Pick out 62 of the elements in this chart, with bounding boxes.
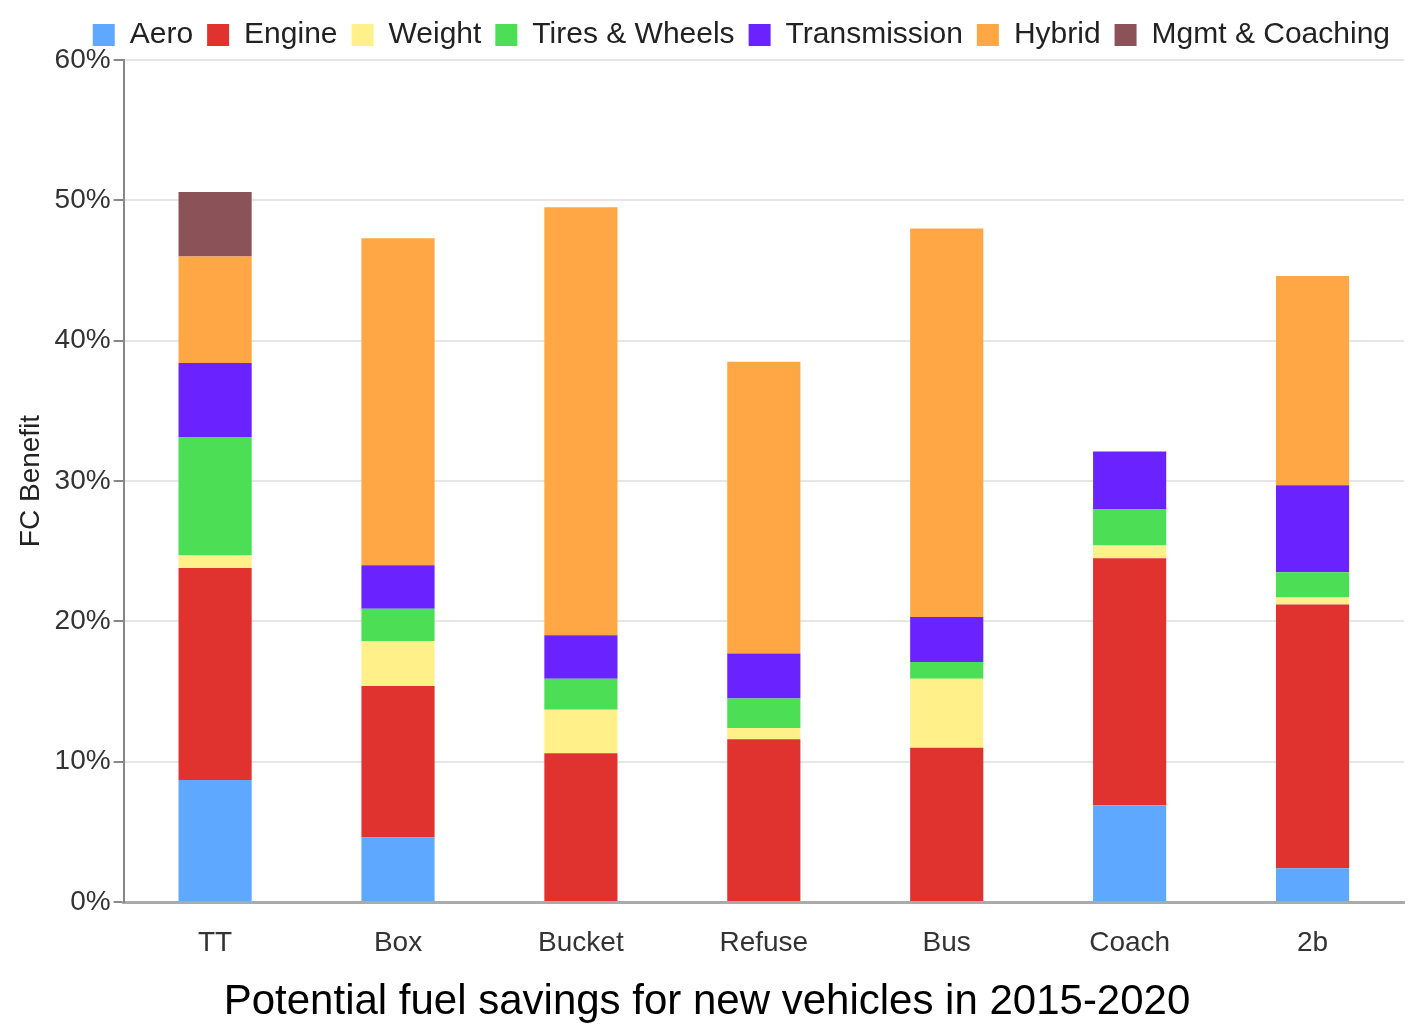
x-tick-label: 2b [1296, 925, 1329, 957]
bar [910, 747, 984, 901]
y-tick-label: 30% [54, 463, 111, 495]
y-tick-label: 10% [54, 744, 111, 776]
bar [910, 662, 984, 679]
bar [727, 361, 801, 654]
bar [361, 608, 435, 641]
y-tick-label: 20% [54, 604, 111, 636]
x-tick-label: TT [197, 925, 233, 957]
bar [910, 678, 984, 748]
bar [1093, 451, 1167, 510]
legend-label: Mgmt & Coaching [1151, 16, 1390, 50]
bar [1275, 868, 1350, 901]
bar [544, 207, 618, 636]
bar [1093, 509, 1167, 546]
y-axis-title: FC Benefit [13, 414, 45, 548]
legend-label: Weight [388, 16, 483, 50]
legend-label: Transmission [785, 16, 963, 50]
bar [544, 709, 618, 754]
bar [1275, 485, 1350, 573]
legend-label: Tires & Wheels [532, 16, 735, 50]
bar [178, 437, 252, 556]
bar [727, 727, 801, 740]
bar [361, 837, 435, 901]
bar [178, 363, 252, 438]
bar [178, 256, 252, 364]
x-tick-label: Bucket [538, 925, 624, 957]
x-tick-label: Refuse [719, 925, 809, 957]
bar [544, 753, 618, 901]
bar [178, 191, 252, 257]
legend-label: Hybrid [1013, 16, 1101, 50]
x-tick-label: Coach [1089, 925, 1171, 957]
y-tick-label: 50% [54, 183, 111, 215]
bar [1275, 276, 1350, 486]
x-tick-label: Bus [922, 925, 971, 957]
bar [361, 565, 435, 609]
bar [361, 640, 435, 686]
bar [727, 653, 801, 699]
y-tick-label: 60% [54, 42, 111, 74]
bar [1093, 545, 1167, 559]
bar [1275, 597, 1350, 605]
bar [178, 555, 252, 569]
bar [727, 739, 801, 901]
bar [910, 228, 984, 618]
bar [544, 678, 618, 710]
bar [1093, 805, 1167, 901]
bar [178, 779, 252, 901]
x-tick-label: Box [373, 925, 423, 957]
bar [178, 568, 252, 780]
bar [727, 698, 801, 728]
bar [361, 238, 435, 566]
bar [361, 685, 435, 838]
y-tick-label: 0% [70, 884, 111, 916]
y-tick-label: 40% [54, 323, 111, 355]
text: Potential fuel savings for new vehicles in 2015-2020 [223, 976, 1191, 1024]
bar [1275, 604, 1350, 869]
bar [910, 617, 984, 663]
legend-label: Engine [244, 16, 338, 50]
legend-label: Aero [129, 16, 194, 50]
bar [1093, 558, 1167, 806]
bar [1275, 572, 1350, 598]
bar [544, 635, 618, 679]
